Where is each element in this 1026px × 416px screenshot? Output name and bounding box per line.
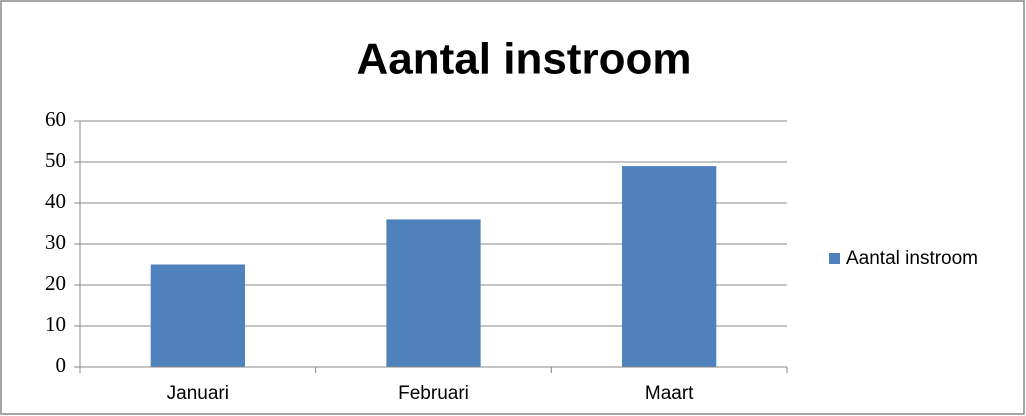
chart-title: Aantal instroom: [357, 35, 692, 84]
bar: [150, 264, 245, 367]
y-tick-label: 10: [45, 312, 66, 336]
bar: [622, 166, 717, 367]
bar: [386, 219, 481, 367]
y-tick-label: 50: [45, 148, 66, 172]
y-tick-label: 60: [45, 107, 66, 131]
x-tick-label: Maart: [645, 383, 694, 404]
y-tick-label: 30: [45, 230, 66, 254]
x-tick-label: Februari: [398, 383, 469, 404]
legend-swatch: [829, 253, 840, 264]
y-tick-label: 0: [56, 353, 67, 377]
legend-label: Aantal instroom: [846, 248, 978, 269]
y-tick-label: 20: [45, 271, 66, 295]
y-tick-label: 40: [45, 189, 66, 213]
x-tick-label: Januari: [167, 383, 229, 404]
